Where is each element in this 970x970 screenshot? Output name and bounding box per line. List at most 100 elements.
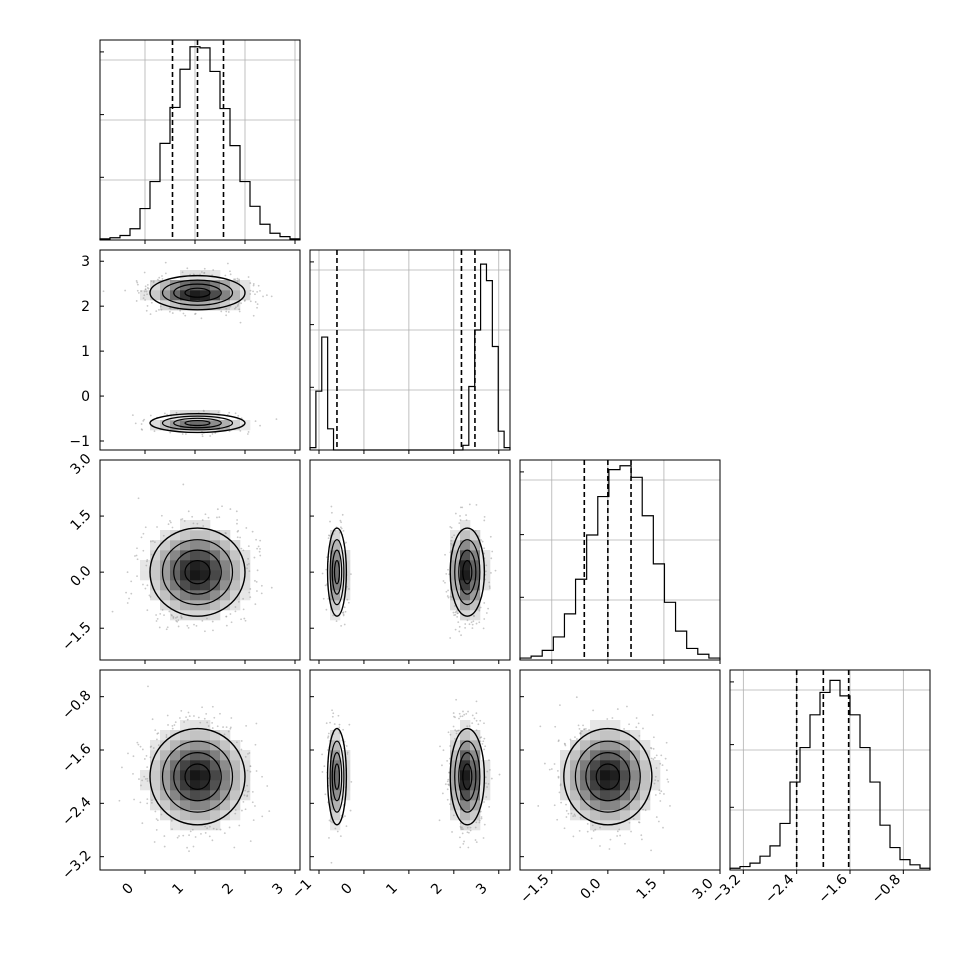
sample-point — [242, 608, 245, 611]
y-tick-label: 0 — [81, 389, 90, 405]
sample-point — [477, 723, 480, 726]
density-cell — [160, 800, 171, 811]
density-cell — [610, 720, 621, 731]
sample-point — [323, 765, 326, 768]
density-cell — [210, 580, 221, 591]
sample-point — [146, 766, 149, 769]
contour-line — [184, 763, 211, 790]
density-cell — [210, 790, 221, 801]
sample-point — [608, 848, 611, 850]
density-cell — [210, 730, 221, 741]
sample-point — [488, 759, 490, 762]
sample-point — [150, 280, 153, 283]
sample-point — [156, 278, 159, 281]
panel-2-0 — [111, 483, 273, 633]
sample-point — [143, 294, 146, 297]
sample-point — [325, 722, 328, 725]
sample-point — [344, 815, 346, 818]
sample-point — [136, 741, 139, 744]
density-cell — [170, 810, 181, 821]
sample-point — [260, 592, 263, 595]
sample-point — [578, 830, 581, 832]
density-cell — [330, 540, 341, 551]
sample-point — [256, 569, 259, 572]
sample-point — [439, 745, 441, 748]
sample-point — [139, 801, 142, 804]
sample-point — [345, 541, 347, 544]
sample-point — [461, 832, 464, 835]
sample-point — [474, 839, 477, 841]
sample-point — [261, 775, 263, 778]
sample-point — [248, 591, 251, 594]
sample-point — [194, 312, 197, 315]
density-cell — [580, 770, 591, 781]
sample-point — [254, 420, 257, 422]
density-cell — [150, 420, 161, 431]
contour-line — [454, 539, 481, 606]
density-cell — [190, 730, 201, 741]
sample-point — [135, 300, 138, 302]
sample-point — [146, 560, 148, 563]
density-cell — [210, 420, 221, 431]
sample-point — [537, 805, 540, 807]
sample-point — [191, 828, 194, 831]
sample-point — [156, 738, 158, 741]
sample-point — [349, 809, 352, 812]
sample-point — [459, 519, 462, 521]
sample-point — [447, 731, 450, 734]
density-cell — [190, 590, 201, 601]
density-cell — [460, 790, 471, 801]
sample-point — [322, 597, 325, 600]
density-cell — [580, 760, 591, 771]
density-cell — [190, 550, 201, 561]
sample-point — [649, 747, 652, 749]
density-cell — [620, 780, 631, 791]
sample-point — [655, 816, 658, 818]
sample-point — [338, 531, 341, 534]
sample-point — [346, 598, 349, 601]
sample-point — [237, 301, 240, 304]
sample-point — [662, 826, 664, 829]
sample-point — [450, 539, 453, 542]
sample-point — [484, 745, 487, 748]
sample-point — [180, 518, 182, 521]
density-cell — [460, 530, 471, 541]
sample-point — [342, 614, 345, 617]
sample-point — [225, 726, 228, 729]
sample-point — [628, 821, 631, 824]
sample-point — [479, 606, 482, 609]
sample-point — [663, 793, 665, 795]
sample-point — [146, 777, 149, 780]
sample-point — [563, 743, 566, 746]
sample-point — [559, 784, 562, 787]
contour-line — [449, 527, 486, 617]
sample-point — [251, 801, 254, 804]
density-cell — [560, 750, 571, 761]
density-cell — [590, 770, 601, 781]
sample-point — [132, 773, 134, 775]
sample-point — [576, 738, 578, 740]
sample-point — [145, 309, 148, 312]
x-tick-label: 1 — [383, 880, 401, 898]
sample-point — [574, 815, 577, 817]
sample-point — [209, 435, 212, 437]
sample-point — [441, 792, 444, 795]
sample-point — [171, 526, 174, 529]
sample-point — [331, 709, 333, 712]
sample-point — [249, 596, 252, 599]
sample-point — [454, 738, 456, 740]
density-cell — [160, 760, 171, 771]
sample-point — [184, 314, 187, 317]
y-tick-label: −1.6 — [59, 741, 94, 776]
sample-point — [459, 846, 462, 849]
sample-point — [465, 519, 468, 522]
density-cell — [200, 780, 211, 791]
density-cell — [190, 410, 201, 421]
density-cell — [330, 810, 341, 821]
density-cell — [190, 600, 201, 611]
density-cell — [450, 550, 461, 561]
density-cell — [230, 790, 241, 801]
density-cell — [450, 730, 461, 741]
density-cell — [470, 590, 481, 601]
sample-point — [467, 710, 469, 713]
